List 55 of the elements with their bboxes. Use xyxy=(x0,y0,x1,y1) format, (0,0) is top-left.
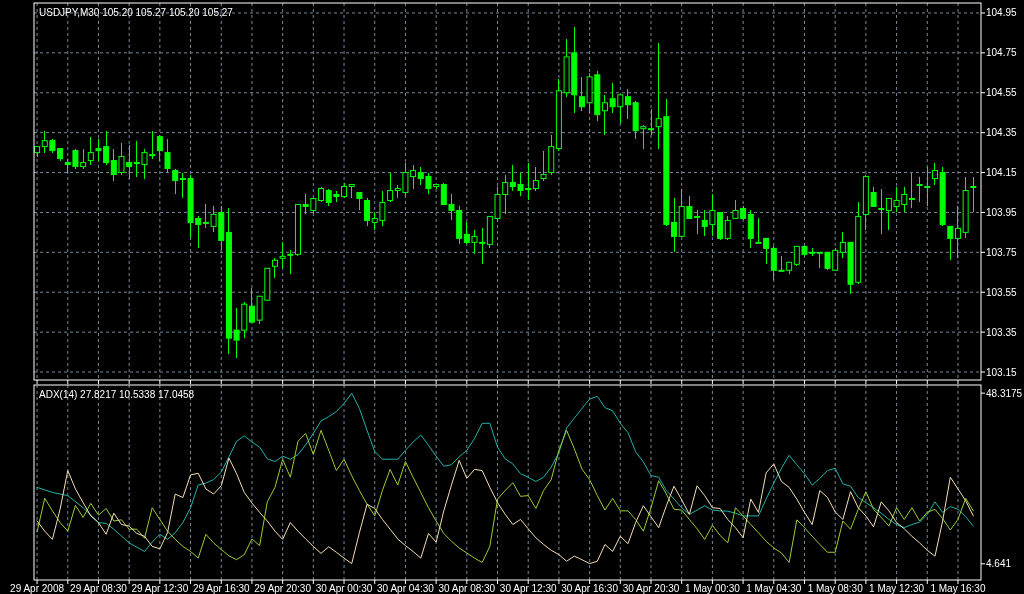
candlestick xyxy=(271,257,278,279)
candlestick xyxy=(87,136,94,166)
y-tick-label: 104.95 xyxy=(986,7,1018,19)
candlestick xyxy=(924,166,931,207)
y-tick-label: 103.75 xyxy=(986,246,1018,258)
line-series xyxy=(36,457,974,565)
candlestick xyxy=(540,150,547,182)
candlestick xyxy=(164,138,171,174)
candlestick xyxy=(287,249,294,275)
x-tick-label: 30 Apr 08:30 xyxy=(438,583,496,594)
candlestick xyxy=(648,108,655,136)
chart-title: ADX(14) 27.8217 10.5338 17.0458 xyxy=(39,389,195,400)
x-tick-label: 30 Apr 16:30 xyxy=(561,583,619,594)
candlestick xyxy=(747,209,754,249)
y-tick-label: 104.55 xyxy=(986,87,1018,99)
candlestick xyxy=(624,88,631,120)
x-tick-label: 29 Apr 16:30 xyxy=(192,583,251,594)
y-tick-label: 103.35 xyxy=(986,326,1018,338)
y-tick-label: 103.15 xyxy=(986,366,1018,378)
x-tick-label: 29 Apr 20:30 xyxy=(254,583,312,594)
x-tick-label: 29 Apr 2008 xyxy=(10,583,65,594)
candlestick xyxy=(279,241,286,269)
x-tick-label: 1 May 08:30 xyxy=(807,583,864,594)
candlestick xyxy=(364,197,371,227)
candlestick xyxy=(387,172,394,203)
line-series xyxy=(36,429,974,563)
candlestick xyxy=(970,176,977,213)
line-series xyxy=(36,392,974,552)
y-tick-label: 103.95 xyxy=(986,206,1018,218)
y-tick-label: 48.3175 xyxy=(986,387,1023,399)
candlestick xyxy=(954,205,961,259)
candlestick xyxy=(724,215,731,241)
x-tick-label: 30 Apr 12:30 xyxy=(499,583,558,594)
y-tick-label: 104.15 xyxy=(986,167,1018,179)
candlestick xyxy=(878,188,885,235)
x-tick-label: 30 Apr 20:30 xyxy=(622,583,680,594)
x-tick-label: 1 May 04:30 xyxy=(746,583,802,594)
x-tick-label: 1 May 16:30 xyxy=(930,583,986,594)
candlestick xyxy=(908,172,915,209)
y-tick-label: 104.35 xyxy=(986,127,1018,139)
candlestick xyxy=(947,225,954,261)
y-tick-label: 4.641 xyxy=(986,558,1012,570)
x-tick-label: 30 Apr 04:30 xyxy=(377,583,435,594)
candlestick xyxy=(916,176,923,203)
x-tick-label: 29 Apr 12:30 xyxy=(131,583,189,594)
y-tick-label: 103.55 xyxy=(986,286,1018,298)
x-tick-label: 1 May 12:30 xyxy=(869,583,925,594)
candlestick xyxy=(532,166,539,191)
x-tick-label: 29 Apr 08:30 xyxy=(70,583,128,594)
y-tick-label: 104.75 xyxy=(986,47,1018,59)
x-tick-label: 1 May 00:30 xyxy=(684,583,741,594)
x-tick-label: 30 Apr 00:30 xyxy=(315,583,373,594)
candlestick xyxy=(172,168,179,195)
candlestick xyxy=(156,134,163,162)
chart-title: USDJPY,M30 105.20 105.27 105.20 105.27 xyxy=(39,7,234,18)
